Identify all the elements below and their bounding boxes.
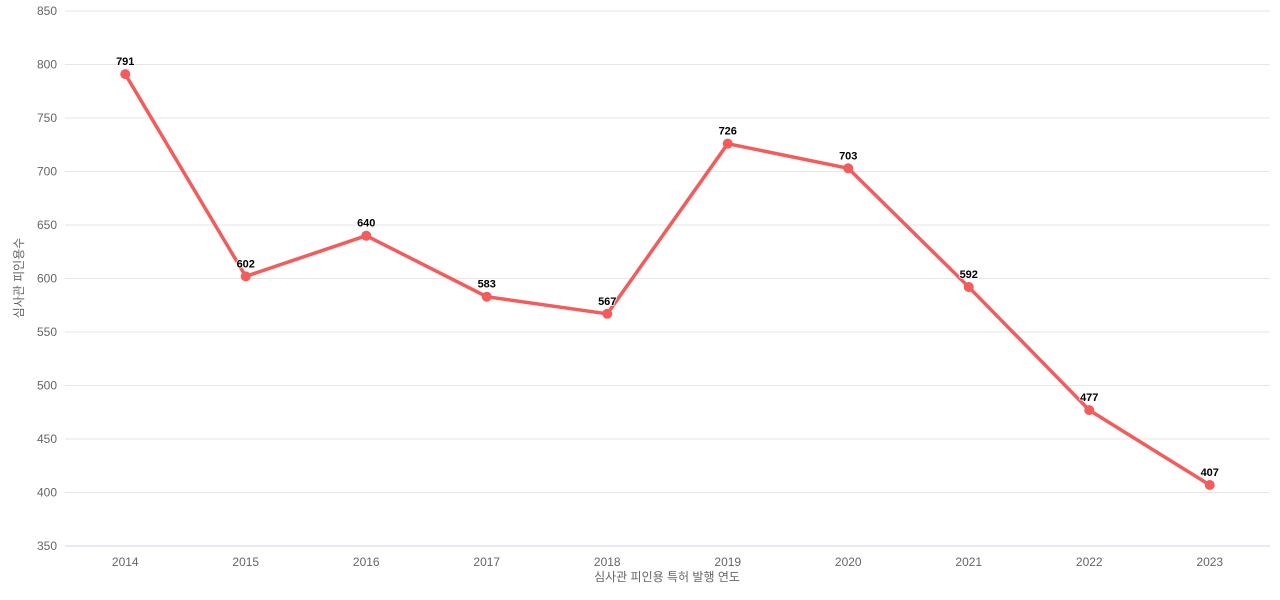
y-tick-label: 650 bbox=[37, 218, 57, 232]
x-tick-label: 2021 bbox=[955, 555, 982, 569]
data-point-label: 726 bbox=[719, 126, 737, 138]
x-tick-label: 2022 bbox=[1076, 555, 1103, 569]
x-tick-label: 2018 bbox=[594, 555, 621, 569]
data-point-label: 592 bbox=[960, 269, 978, 281]
data-point-label: 602 bbox=[237, 258, 255, 270]
y-tick-label: 500 bbox=[37, 379, 57, 393]
y-tick-label: 800 bbox=[37, 58, 57, 72]
y-tick-label: 550 bbox=[37, 325, 57, 339]
x-axis-title: 심사관 피인용 특허 발행 연도 bbox=[594, 569, 740, 584]
y-tick-label: 350 bbox=[37, 539, 57, 553]
y-tick-label: 850 bbox=[37, 4, 57, 18]
datalabel-layer: 791 602 640 583 567 726 703 592 477 407 bbox=[115, 55, 1220, 480]
grid-layer: 350 400 450 500 550 600 650 700 750 800 850 2014 201… bbox=[37, 4, 1270, 569]
data-point[interactable] bbox=[1204, 480, 1215, 491]
data-point-label: 567 bbox=[598, 296, 616, 308]
data-point[interactable] bbox=[481, 291, 492, 302]
series-layer bbox=[120, 69, 1215, 491]
x-tick-label: 2023 bbox=[1196, 555, 1223, 569]
y-tick-label: 450 bbox=[37, 432, 57, 446]
data-point-label: 583 bbox=[478, 279, 496, 291]
data-point[interactable] bbox=[361, 230, 372, 241]
data-point[interactable] bbox=[843, 163, 854, 174]
x-tick-label: 2016 bbox=[353, 555, 380, 569]
x-tick-label: 2017 bbox=[473, 555, 500, 569]
x-tick-label: 2015 bbox=[232, 555, 259, 569]
data-point[interactable] bbox=[963, 282, 974, 293]
data-point-label: 477 bbox=[1080, 392, 1098, 404]
data-point-label: 703 bbox=[839, 150, 857, 162]
data-point-label: 407 bbox=[1201, 467, 1219, 479]
data-point[interactable] bbox=[120, 69, 131, 80]
data-point-label: 640 bbox=[357, 218, 375, 230]
y-tick-label: 700 bbox=[37, 165, 57, 179]
y-tick-label: 750 bbox=[37, 111, 57, 125]
x-tick-label: 2020 bbox=[835, 555, 862, 569]
y-tick-label: 400 bbox=[37, 486, 57, 500]
data-point[interactable] bbox=[240, 271, 251, 282]
data-point[interactable] bbox=[1084, 405, 1095, 416]
data-point[interactable] bbox=[602, 308, 613, 319]
x-tick-label: 2014 bbox=[112, 555, 139, 569]
data-point[interactable] bbox=[722, 138, 733, 149]
y-tick-label: 600 bbox=[37, 272, 57, 286]
y-axis-title: 심사관 피인용수 bbox=[12, 238, 26, 319]
data-point-label: 791 bbox=[116, 56, 134, 68]
x-tick-label: 2019 bbox=[714, 555, 741, 569]
series-line bbox=[123, 72, 1212, 487]
